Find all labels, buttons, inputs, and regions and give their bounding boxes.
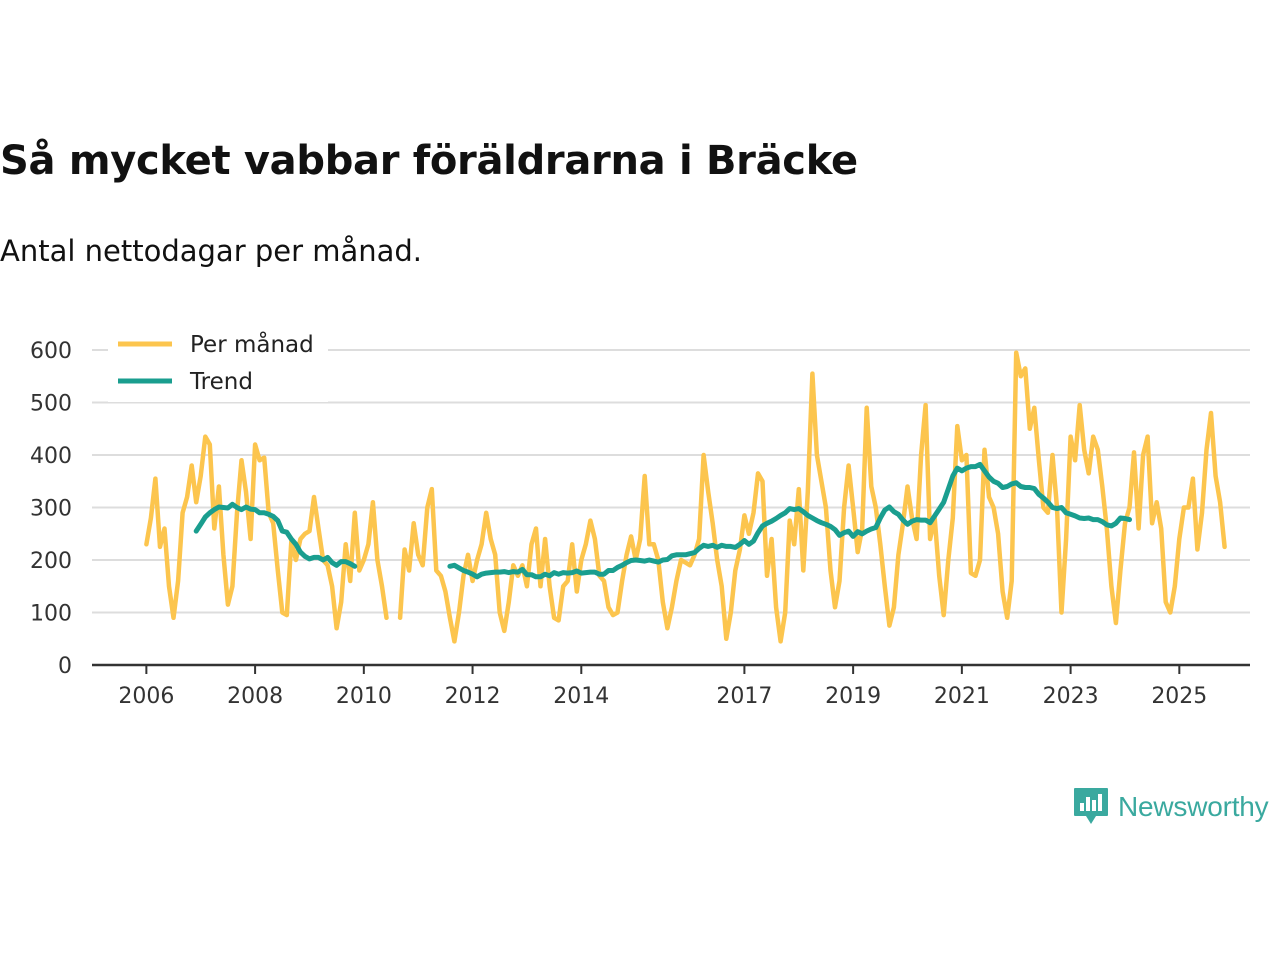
x-tick-label-2019: 2019 [825,684,881,709]
x-tick-label-2017: 2017 [716,684,772,709]
axes: 0 100 200 300 400 500 600 2006 2008 2010 2012 2014 2… [30,339,1250,709]
series-line-trend-segment-0 [193,501,358,569]
y-tick-label-500: 500 [30,392,72,417]
y-tick-label-300: 300 [30,497,72,522]
legend-label-per-manad: Per månad [190,330,314,358]
x-tick-label-2021: 2021 [934,684,990,709]
y-tick-label-0: 0 [58,654,72,679]
y-tick-label-400: 400 [30,444,72,469]
y-tick-label-200: 200 [30,549,72,574]
series-line-per-manad-segment-1 [397,350,1227,644]
brand-name: Newsworthy [1118,791,1269,822]
x-tick-label-2012: 2012 [445,684,501,709]
legend: Per månad Trend [108,328,328,402]
legend-background [108,328,328,402]
line-chart: 0 100 200 300 400 500 600 2006 2008 2010 2012 2014 2… [30,328,1250,709]
x-tick-label-2014: 2014 [553,684,609,709]
chart-title: Så mycket vabbar föräldrarna i Bräcke [0,138,858,184]
x-tick-label-2008: 2008 [227,684,283,709]
y-tick-label-600: 600 [30,339,72,364]
x-tick-label-2010: 2010 [336,684,392,709]
y-tick-label-100: 100 [30,602,72,627]
brand-logo: Newsworthy [1072,786,1269,828]
x-tick-label-2023: 2023 [1043,684,1099,709]
series-line-trend-segment-1 [447,461,1132,580]
legend-label-trend: Trend [189,369,253,395]
chart-subtitle: Antal nettodagar per månad. [0,234,423,268]
series-line-per-manad-segment-0 [144,434,389,631]
x-tick-label-2025: 2025 [1151,684,1207,709]
series-lines [144,350,1227,644]
chart-area: 0 100 200 300 400 500 600 2006 2008 2010 2012 2014 2… [0,300,1280,720]
newsworthy-logo-icon [1074,788,1108,824]
x-tick-label-2006: 2006 [118,684,174,709]
